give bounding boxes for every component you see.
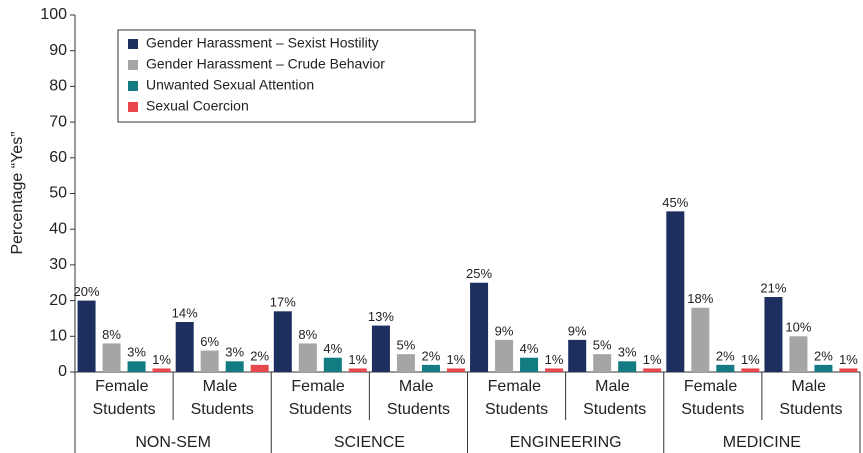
bar: [200, 350, 219, 372]
value-label: 2%: [814, 348, 833, 363]
y-axis-label: Percentage “Yes”: [9, 131, 26, 254]
bar: [470, 282, 489, 372]
value-label: 25%: [466, 266, 492, 281]
legend-label: Gender Harassment – Sexist Hostility: [146, 35, 379, 51]
value-label: 3%: [618, 345, 637, 360]
x-tick-label: Male Students: [779, 378, 842, 418]
y-tick-label: 50: [49, 185, 67, 202]
value-label: 20%: [74, 284, 100, 299]
value-label: 6%: [200, 334, 219, 349]
y-tick-label: 10: [49, 328, 67, 345]
bar: [348, 368, 367, 372]
value-label: 4%: [520, 341, 539, 356]
bar: [77, 300, 96, 372]
value-label: 13%: [368, 309, 394, 324]
bar: [446, 368, 465, 372]
value-label: 2%: [422, 348, 441, 363]
x-tick-label: Male Students: [583, 378, 646, 418]
value-label: 2%: [716, 348, 735, 363]
y-tick-label: 30: [49, 256, 67, 273]
bar: [789, 336, 808, 372]
y-tick-label: 100: [40, 6, 67, 23]
value-label: 1%: [447, 352, 466, 367]
value-label: 5%: [397, 338, 416, 353]
y-tick-label: 90: [49, 42, 67, 59]
bar: [175, 322, 194, 372]
value-label: 1%: [152, 352, 171, 367]
bar: [273, 311, 292, 372]
value-label: 14%: [172, 305, 198, 320]
value-label: 2%: [250, 348, 269, 363]
value-label: 9%: [568, 323, 587, 338]
legend-swatch: [128, 102, 138, 112]
value-label: 1%: [545, 352, 564, 367]
x-tick-label: Male Students: [387, 378, 450, 418]
y-tick-label: 20: [49, 292, 67, 309]
bar: [741, 368, 760, 372]
legend-label: Unwanted Sexual Attention: [146, 77, 314, 93]
bar: [152, 368, 171, 372]
bar: [764, 297, 783, 372]
value-label: 21%: [760, 280, 786, 295]
value-label: 1%: [348, 352, 367, 367]
value-label: 5%: [593, 338, 612, 353]
value-label: 45%: [662, 195, 688, 210]
bar: [568, 339, 587, 372]
y-tick-label: 60: [49, 149, 67, 166]
group-label: MEDICINE: [723, 434, 801, 451]
bar: [545, 368, 564, 372]
bar: [396, 354, 415, 372]
y-tick-label: 70: [49, 113, 67, 130]
bar: [593, 354, 612, 372]
value-label: 1%: [839, 352, 858, 367]
value-label: 18%: [687, 291, 713, 306]
legend-label: Sexual Coercion: [146, 98, 249, 114]
group-label: SCIENCE: [334, 434, 405, 451]
x-tick-label: Female Students: [681, 378, 744, 418]
value-label: 1%: [643, 352, 662, 367]
x-tick-label: Female Students: [289, 378, 352, 418]
bar: [250, 364, 269, 372]
legend-swatch: [128, 60, 138, 70]
bar: [127, 361, 146, 372]
x-tick-label: Male Students: [191, 378, 254, 418]
bar: [643, 368, 662, 372]
bar: [716, 364, 735, 372]
y-tick-label: 40: [49, 220, 67, 237]
y-tick-label: 80: [49, 78, 67, 95]
bar: [666, 211, 685, 372]
value-label: 3%: [225, 345, 244, 360]
bar: [323, 357, 342, 372]
value-label: 10%: [785, 320, 811, 335]
bar: [520, 357, 539, 372]
x-tick-label: Female Students: [485, 378, 548, 418]
legend-label: Gender Harassment – Crude Behavior: [146, 56, 385, 72]
value-label: 1%: [741, 352, 760, 367]
value-label: 3%: [127, 345, 146, 360]
y-tick-label: 0: [58, 363, 67, 380]
bar: [225, 361, 244, 372]
legend-swatch: [128, 39, 138, 49]
bar: [839, 368, 858, 372]
bar: [298, 343, 317, 372]
bar: [814, 364, 833, 372]
bar: [102, 343, 121, 372]
group-label: ENGINEERING: [510, 434, 622, 451]
value-label: 8%: [298, 327, 317, 342]
bar: [421, 364, 440, 372]
x-tick-label: Female Students: [92, 378, 155, 418]
group-label: NON-SEM: [135, 434, 211, 451]
value-label: 4%: [323, 341, 342, 356]
bar: [691, 307, 710, 372]
value-label: 8%: [102, 327, 121, 342]
bar: [371, 325, 390, 372]
value-label: 9%: [495, 323, 514, 338]
legend-box: [117, 29, 476, 123]
value-label: 17%: [270, 295, 296, 310]
bar: [618, 361, 637, 372]
legend-swatch: [128, 81, 138, 91]
bar: [495, 339, 514, 372]
